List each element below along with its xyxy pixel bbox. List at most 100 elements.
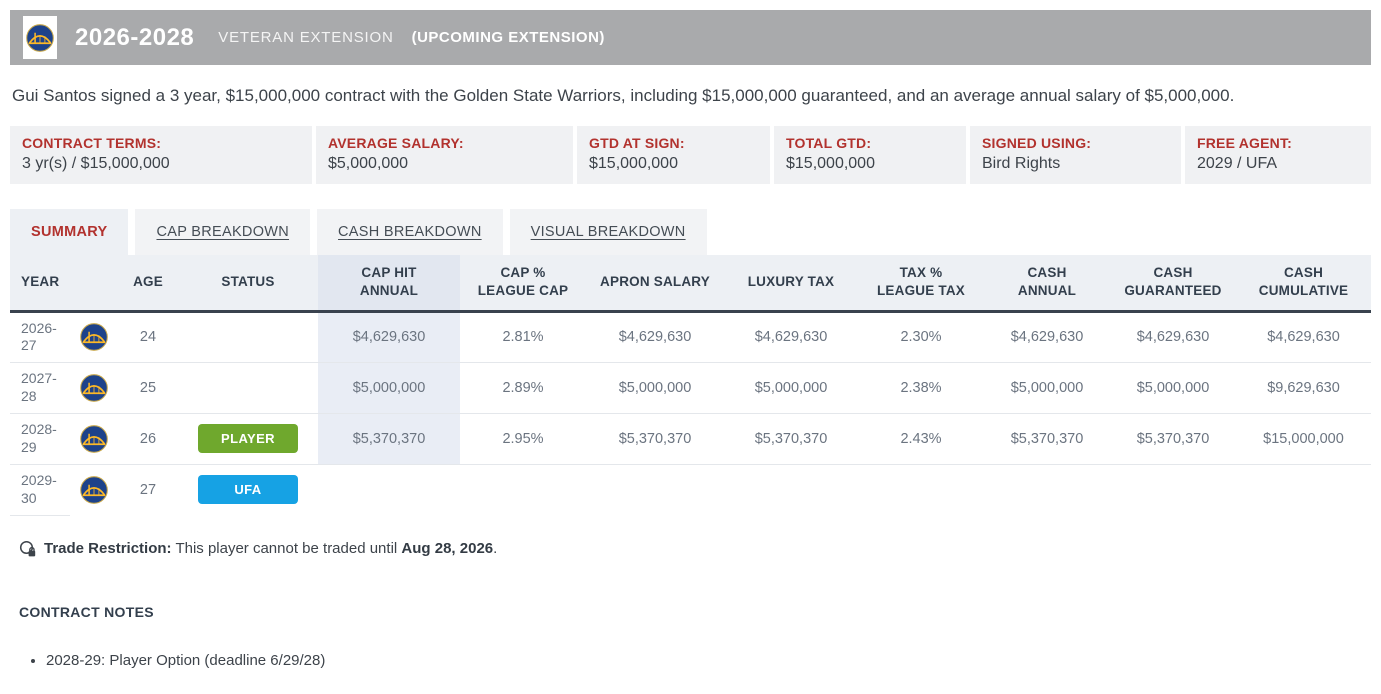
contract-terms-strip: CONTRACT TERMS: 3 yr(s) / $15,000,000 AV… bbox=[10, 126, 1371, 184]
col-header-tax-pct: TAX % LEAGUE TAX bbox=[858, 255, 984, 313]
col-header-line1: CASH bbox=[1153, 265, 1193, 281]
col-header-cap-hit: CAP HIT ANNUAL bbox=[318, 255, 460, 313]
team-logo-cell bbox=[70, 311, 118, 363]
apron-salary-cell: $4,629,630 bbox=[586, 311, 724, 363]
breakdown-tabs: SUMMARY CAP BREAKDOWN CASH BREAKDOWN VIS… bbox=[10, 209, 1371, 255]
cash-cumulative-cell: $15,000,000 bbox=[1236, 413, 1371, 465]
warriors-logo-icon[interactable] bbox=[80, 424, 108, 453]
cash-cumulative-cell bbox=[1236, 464, 1371, 515]
warriors-logo-icon[interactable] bbox=[80, 323, 108, 351]
term-signed-using: SIGNED USING: Bird Rights bbox=[970, 126, 1181, 184]
col-header-line2: ANNUAL bbox=[1017, 283, 1077, 299]
tax-pct-cell: 2.30% bbox=[858, 311, 984, 363]
trade-restriction-label: Trade Restriction: bbox=[44, 540, 172, 557]
trade-restriction-date: Aug 28, 2026 bbox=[401, 540, 494, 557]
year-label: 2029-30 bbox=[21, 472, 57, 506]
col-header-line2: LEAGUE TAX bbox=[876, 283, 965, 299]
col-header-line2: GUARANTEED bbox=[1124, 283, 1222, 299]
tab-cap-breakdown[interactable]: CAP BREAKDOWN bbox=[135, 209, 311, 255]
apron-salary-cell: $5,370,370 bbox=[586, 413, 724, 465]
cash-guaranteed-cell: $4,629,630 bbox=[1110, 311, 1236, 363]
col-header-year: YEAR bbox=[10, 255, 118, 313]
term-total-gtd: TOTAL GTD: $15,000,000 bbox=[774, 126, 966, 184]
col-header-cap-pct: CAP % LEAGUE CAP bbox=[460, 255, 586, 313]
term-value: $5,000,000 bbox=[328, 155, 409, 172]
tab-label: VISUAL BREAKDOWN bbox=[530, 224, 686, 240]
cash-cumulative-cell: $4,629,630 bbox=[1236, 311, 1371, 363]
cap-pct-cell: 2.81% bbox=[460, 311, 586, 363]
cash-annual-cell: $5,000,000 bbox=[984, 362, 1110, 414]
cash-guaranteed-cell: $5,370,370 bbox=[1110, 413, 1236, 465]
term-value: Bird Rights bbox=[982, 155, 1061, 172]
col-header-line1: CAP HIT bbox=[361, 265, 417, 281]
year-label: 2028-29 bbox=[21, 421, 57, 455]
age-cell: 24 bbox=[118, 311, 178, 363]
cap-hit-cell bbox=[318, 464, 460, 515]
trade-restriction-note: Trade Restriction: This player cannot be… bbox=[19, 540, 1371, 558]
col-header-line2: LEAGUE CAP bbox=[477, 283, 569, 299]
luxury-tax-cell: $5,370,370 bbox=[724, 413, 858, 465]
year-label: 2027-28 bbox=[21, 370, 57, 404]
cap-pct-cell: 2.89% bbox=[460, 362, 586, 414]
age-cell: 25 bbox=[118, 362, 178, 414]
col-header-line2: ANNUAL bbox=[359, 283, 419, 299]
term-average-salary: AVERAGE SALARY: $5,000,000 bbox=[316, 126, 573, 184]
cap-pct-cell: 2.95% bbox=[460, 413, 586, 465]
term-contract-terms: CONTRACT TERMS: 3 yr(s) / $15,000,000 bbox=[10, 126, 312, 184]
tab-cash-breakdown[interactable]: CASH BREAKDOWN bbox=[317, 209, 503, 255]
table-row: 2026-27 24 $4,629,630 2.81% $4,629,630 bbox=[10, 311, 1371, 363]
col-header-line1: CAP % bbox=[500, 265, 546, 281]
contract-year-range: 2026-2028 bbox=[75, 23, 195, 51]
term-free-agent: FREE AGENT: 2029 / UFA bbox=[1185, 126, 1371, 184]
col-header-apron-salary: APRON SALARY bbox=[586, 255, 724, 313]
trade-restriction-suffix: . bbox=[493, 540, 498, 557]
term-label: FREE AGENT: bbox=[1197, 135, 1293, 151]
tax-pct-cell bbox=[858, 464, 984, 515]
col-header-luxury-tax: LUXURY TAX bbox=[724, 255, 858, 313]
tax-pct-cell: 2.43% bbox=[858, 413, 984, 465]
term-label: CONTRACT TERMS: bbox=[22, 135, 162, 151]
cash-annual-cell bbox=[984, 464, 1110, 515]
tab-label: CAP BREAKDOWN bbox=[156, 224, 290, 240]
luxury-tax-cell: $4,629,630 bbox=[724, 311, 858, 363]
tab-label: SUMMARY bbox=[31, 224, 108, 240]
apron-salary-cell: $5,000,000 bbox=[586, 362, 724, 414]
term-label: GTD AT SIGN: bbox=[589, 135, 685, 151]
luxury-tax-cell bbox=[724, 464, 858, 515]
contract-note-item: 2028-29: Player Option (deadline 6/29/28… bbox=[46, 652, 1371, 669]
tab-summary[interactable]: SUMMARY bbox=[10, 209, 129, 255]
player-option-badge: PLAYER bbox=[198, 424, 298, 453]
apron-salary-cell bbox=[586, 464, 724, 515]
cash-guaranteed-cell: $5,000,000 bbox=[1110, 362, 1236, 414]
contract-summary-table: YEAR AGE STATUS CAP HIT ANNUAL CAP % LEA… bbox=[10, 255, 1371, 516]
status-cell bbox=[178, 362, 318, 414]
table-row: 2027-28 25 $5,000,000 2.89% $5,000,000 bbox=[10, 362, 1371, 414]
team-logo-cell bbox=[70, 362, 118, 414]
table-header-row: YEAR AGE STATUS CAP HIT ANNUAL CAP % LEA… bbox=[10, 255, 1371, 313]
col-header-cash-guaranteed: CASH GUARANTEED bbox=[1110, 255, 1236, 313]
contract-summary-sentence: Gui Santos signed a 3 year, $15,000,000 … bbox=[12, 86, 1235, 105]
contract-notes-title: CONTRACT NOTES bbox=[19, 603, 154, 620]
status-cell: UFA bbox=[178, 464, 318, 515]
age-cell: 26 bbox=[118, 413, 178, 465]
year-cell: 2028-29 bbox=[10, 413, 70, 465]
cap-pct-cell bbox=[460, 464, 586, 515]
term-value: $15,000,000 bbox=[589, 155, 678, 172]
extension-status-label: (UPCOMING EXTENSION) bbox=[411, 29, 605, 46]
warriors-logo-icon bbox=[26, 23, 54, 52]
cap-hit-cell: $5,000,000 bbox=[318, 362, 460, 414]
col-header-line1: TAX % bbox=[899, 265, 943, 281]
circle-lock-icon bbox=[19, 540, 36, 556]
cash-annual-cell: $4,629,630 bbox=[984, 311, 1110, 363]
col-header-cash-cumulative: CASH CUMULATIVE bbox=[1236, 255, 1371, 313]
contract-type-label: VETERAN EXTENSION bbox=[218, 29, 394, 46]
col-header-status: STATUS bbox=[178, 255, 318, 313]
warriors-logo-icon[interactable] bbox=[80, 373, 108, 402]
tab-visual-breakdown[interactable]: VISUAL BREAKDOWN bbox=[509, 209, 707, 255]
year-cell: 2029-30 bbox=[10, 464, 70, 516]
term-value: 3 yr(s) / $15,000,000 bbox=[22, 155, 170, 172]
table-row: 2028-29 26 PLAYER $5,370,370 2 bbox=[10, 413, 1371, 465]
warriors-logo-icon[interactable] bbox=[80, 475, 108, 504]
col-header-line1: CASH bbox=[1283, 265, 1324, 281]
term-label: TOTAL GTD: bbox=[786, 135, 872, 151]
